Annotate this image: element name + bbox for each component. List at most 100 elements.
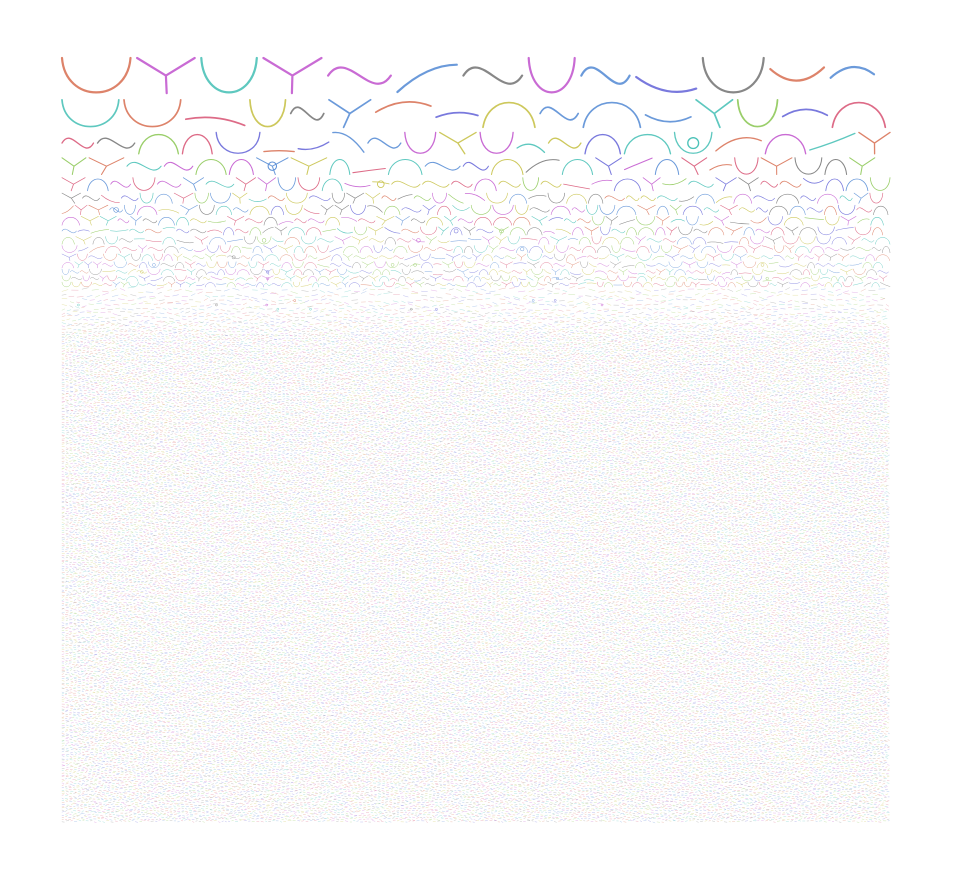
stroke-mark <box>392 181 420 187</box>
stroke-mark <box>726 305 730 306</box>
stroke-mark <box>70 271 79 274</box>
stroke-mark <box>622 266 634 268</box>
ring-mark <box>520 247 524 251</box>
stroke-mark <box>828 300 833 301</box>
stroke-mark <box>110 230 128 232</box>
stroke-mark <box>604 321 607 322</box>
stroke-mark <box>195 325 197 326</box>
stroke-mark <box>281 322 285 323</box>
stroke-mark <box>228 262 236 268</box>
stroke-mark <box>163 237 176 244</box>
stroke-mark <box>321 309 326 311</box>
stroke-mark <box>700 221 713 225</box>
stroke-mark <box>330 247 343 252</box>
stroke-mark <box>544 246 555 253</box>
stroke-mark <box>508 302 511 303</box>
stroke-mark <box>114 262 127 268</box>
stroke-mark <box>233 288 240 290</box>
stroke-mark <box>257 237 271 244</box>
stroke-mark <box>727 320 731 321</box>
stroke-mark <box>250 323 252 324</box>
stroke-mark <box>750 293 756 294</box>
stroke-mark <box>411 219 425 223</box>
stroke-mark <box>538 289 544 290</box>
stroke-mark <box>141 321 143 322</box>
stroke-mark <box>873 228 883 235</box>
stroke-mark <box>702 295 706 297</box>
stroke-mark <box>420 227 437 235</box>
stroke-mark <box>419 319 423 320</box>
stroke-mark <box>600 205 615 214</box>
stroke-mark <box>803 308 807 309</box>
stroke-mark <box>196 276 202 281</box>
stroke-mark <box>883 318 887 319</box>
stroke-mark <box>683 262 695 268</box>
stroke-mark <box>191 229 207 233</box>
stroke-mark <box>233 193 248 203</box>
stroke-mark <box>633 319 637 320</box>
stroke-mark <box>196 160 226 175</box>
stroke-mark <box>484 326 487 327</box>
stroke-mark <box>395 287 400 289</box>
stroke-mark <box>76 237 92 245</box>
stroke-mark <box>601 295 606 297</box>
stroke-mark <box>382 270 390 275</box>
stroke-mark <box>783 109 828 116</box>
stroke-mark <box>246 327 249 328</box>
stroke-mark <box>795 306 800 307</box>
stroke-mark <box>128 300 134 301</box>
stroke-mark <box>585 227 599 235</box>
stroke-mark <box>790 206 806 215</box>
stroke-mark <box>529 282 537 287</box>
stroke-mark <box>176 282 185 287</box>
stroke-mark <box>853 319 857 320</box>
stroke-mark <box>860 305 866 306</box>
stroke-mark <box>846 323 849 324</box>
stroke-mark <box>263 58 321 93</box>
stroke-mark <box>836 263 849 266</box>
stroke-mark <box>739 208 754 212</box>
stroke-mark <box>879 276 887 281</box>
stroke-mark <box>567 321 570 322</box>
stroke-mark <box>493 205 514 214</box>
stroke-mark <box>694 229 707 233</box>
stroke-mark <box>367 256 378 259</box>
stroke-mark <box>374 312 378 313</box>
stroke-mark <box>500 299 505 300</box>
stroke-mark <box>80 271 88 274</box>
stroke-mark <box>333 305 336 306</box>
stroke-mark <box>500 262 512 268</box>
stroke-mark <box>342 262 351 267</box>
stroke-mark <box>625 300 629 301</box>
stroke-mark <box>645 325 647 326</box>
stroke-mark <box>864 283 871 287</box>
stroke-mark <box>582 269 594 275</box>
stroke-mark <box>491 276 501 281</box>
stroke-mark <box>779 265 792 268</box>
stroke-mark <box>104 299 108 300</box>
stroke-mark <box>314 311 318 312</box>
stroke-mark <box>89 269 101 275</box>
stroke-mark <box>398 195 412 200</box>
stroke-mark <box>584 313 588 314</box>
ring-mark <box>454 229 458 233</box>
stroke-mark <box>626 312 630 313</box>
stroke-mark <box>585 135 620 154</box>
stroke-mark <box>767 309 771 310</box>
stroke-mark <box>483 316 486 317</box>
stroke-mark <box>281 269 293 275</box>
stroke-mark <box>800 315 803 316</box>
ring-mark <box>435 308 437 310</box>
stroke-mark <box>431 290 437 291</box>
stroke-mark <box>695 271 705 274</box>
stroke-mark <box>68 324 72 325</box>
stroke-mark <box>514 320 518 321</box>
stroke-mark <box>783 278 792 281</box>
stroke-mark <box>632 322 636 323</box>
stroke-mark <box>514 299 520 300</box>
stroke-mark <box>747 306 751 308</box>
stroke-mark <box>391 270 401 273</box>
stroke-mark <box>551 237 567 245</box>
stroke-mark <box>401 319 404 320</box>
